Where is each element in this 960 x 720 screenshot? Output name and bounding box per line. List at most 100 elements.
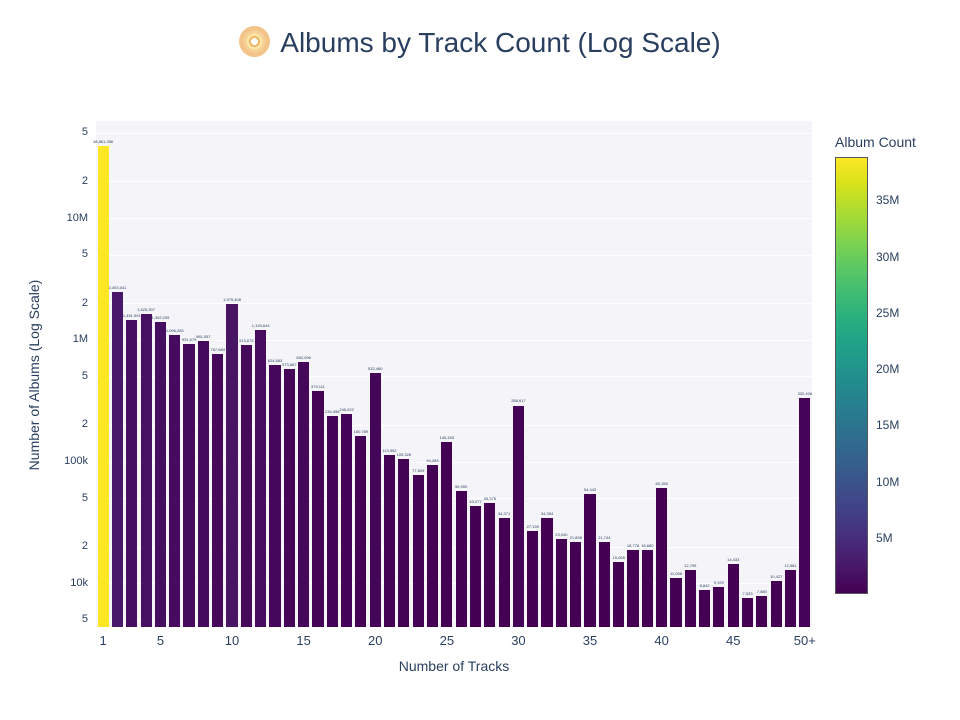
colorbar-tick-label: 10M (876, 474, 900, 489)
bar-tracks-35[interactable] (584, 493, 596, 627)
bar-tracks-17[interactable] (326, 416, 338, 627)
bar-tracks-10[interactable] (226, 303, 238, 627)
x-tick-label: 40 (654, 633, 669, 648)
y-gridline (96, 132, 812, 134)
bar-tracks-47[interactable] (756, 595, 768, 627)
y-gridline (96, 498, 812, 500)
y-tick-label: 2 (81, 540, 88, 553)
bar-tracks-40[interactable] (656, 488, 668, 627)
bar-value-label: 288,617 (511, 398, 526, 404)
bar-tracks-43[interactable] (699, 589, 711, 627)
bar-tracks-42[interactable] (684, 570, 696, 627)
bar-tracks-45[interactable] (727, 563, 739, 627)
bar-tracks-13[interactable] (269, 364, 281, 627)
bar-value-label: 1,193,644 (251, 323, 270, 329)
bar-tracks-4[interactable] (140, 314, 152, 627)
bar-tracks-32[interactable] (541, 518, 553, 627)
bar-tracks-37[interactable] (613, 561, 625, 627)
bar-value-label: 105,326 (396, 451, 412, 457)
bar-tracks-23[interactable] (412, 474, 424, 627)
bar-value-label: 23,040 (555, 532, 568, 538)
bar-value-label: 767,684 (210, 346, 225, 352)
y-tick-label: 100k (64, 455, 88, 468)
y-tick-label: 2 (81, 174, 88, 187)
bar-tracks-2[interactable] (111, 292, 124, 627)
bar-tracks-46[interactable] (741, 598, 754, 627)
bar-tracks-48[interactable] (770, 581, 782, 627)
x-tick-label: 35 (582, 633, 598, 648)
bar-value-label: 624,583 (267, 357, 283, 363)
bar-tracks-20[interactable] (369, 373, 381, 627)
bar-value-label: 981,057 (196, 333, 211, 339)
bar-tracks-14[interactable] (283, 369, 295, 627)
bar-tracks-9[interactable] (212, 353, 224, 627)
bar-value-label: 113,952 (382, 447, 397, 453)
bar-tracks-7[interactable] (183, 343, 195, 627)
bar-tracks-49[interactable] (784, 569, 797, 627)
bar-value-label: 18,680 (641, 543, 654, 549)
bar-value-label: 8,842 (699, 582, 710, 588)
bar-tracks-34[interactable] (570, 541, 582, 627)
bar-tracks-16[interactable] (312, 391, 324, 627)
y-gridline (96, 376, 812, 378)
bar-tracks-31[interactable] (527, 530, 539, 627)
bar-tracks-26[interactable] (455, 491, 467, 627)
bar-tracks-1[interactable] (97, 146, 109, 627)
bar-tracks-8[interactable] (197, 340, 209, 627)
bar-tracks-6[interactable] (169, 334, 181, 627)
bar-tracks-18[interactable] (341, 413, 353, 627)
bar-value-label: 1,625,307 (137, 307, 156, 313)
x-tick-label: 10 (224, 633, 240, 648)
bar-tracks-39[interactable] (641, 550, 653, 627)
bar-tracks-36[interactable] (598, 542, 610, 627)
bar-value-label: 379,111 (311, 384, 325, 390)
bar-tracks-30[interactable] (512, 405, 524, 627)
bar-value-label: 246,022 (339, 406, 354, 412)
x-tick-label: 1 (99, 633, 107, 648)
y-tick-label: 10k (70, 576, 88, 589)
bar-value-label: 38,861,356 (93, 139, 114, 145)
bar-tracks-25[interactable] (441, 441, 453, 627)
bar-tracks-22[interactable] (398, 458, 410, 627)
bar-value-label: 160,789 (353, 429, 369, 435)
bar-tracks-33[interactable] (555, 539, 567, 627)
y-tick-label: 2 (81, 418, 88, 431)
bar-tracks-38[interactable] (627, 550, 639, 627)
bar-value-label: 1,096,283 (165, 327, 184, 333)
bar-tracks-41[interactable] (670, 577, 682, 627)
bar-value-label: 7,533 (742, 591, 753, 597)
colorbar-tick-label: 30M (876, 249, 900, 264)
bar-value-label: 10,427 (770, 574, 783, 580)
bar-tracks-27[interactable] (469, 506, 482, 627)
bar-tracks-24[interactable] (426, 464, 439, 627)
bar-value-label: 9,329 (713, 579, 724, 585)
y-tick-label: 5 (81, 369, 88, 382)
bar-tracks-50+[interactable] (799, 398, 811, 627)
bar-value-label: 54,443 (583, 486, 597, 492)
bar-value-label: 21,898 (569, 534, 582, 540)
chart-title: Albums by Track Count (Log Scale) (0, 26, 960, 59)
bar-tracks-19[interactable] (355, 436, 367, 627)
x-tick-label: 45 (726, 633, 741, 648)
colorbar-tick-label: 25M (876, 305, 900, 320)
bar-tracks-3[interactable] (126, 320, 138, 627)
bar-tracks-11[interactable] (240, 344, 252, 627)
bar-value-label: 45,376 (483, 496, 496, 502)
bar-tracks-5[interactable] (154, 322, 166, 627)
bar-value-label: 7,880 (756, 588, 767, 594)
bar-tracks-15[interactable] (298, 362, 310, 627)
bar-tracks-12[interactable] (255, 330, 267, 627)
plot-area[interactable]: 38,861,356 2,453,041 1,451,991 1,625,307 1,3… (93, 121, 812, 627)
y-gridline (96, 218, 812, 219)
bar-tracks-29[interactable] (498, 518, 510, 627)
bar-tracks-21[interactable] (383, 454, 396, 627)
bar-value-label: 652,096 (296, 355, 311, 361)
y-gridline (96, 303, 812, 305)
colorbar-title: Album Count (835, 134, 916, 150)
bar-value-label: 913,675 (239, 337, 254, 343)
colorbar-tick-label: 5M (876, 530, 893, 545)
y-tick-label: 5 (81, 491, 88, 504)
bar-tracks-28[interactable] (484, 503, 496, 627)
bar-tracks-44[interactable] (713, 586, 725, 627)
y-gridline (96, 181, 812, 183)
